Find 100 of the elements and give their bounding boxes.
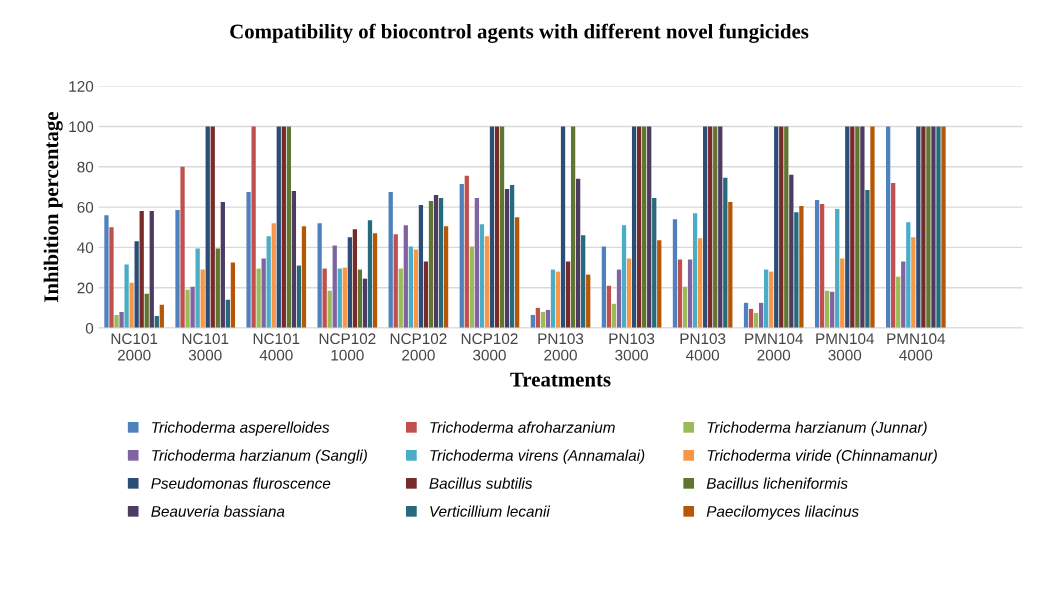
bar — [560, 126, 566, 329]
bar — [926, 126, 931, 329]
x-tick-label: NCP102 3000 — [461, 333, 518, 361]
bar — [936, 126, 941, 329]
bar — [921, 126, 926, 329]
bar — [850, 126, 855, 329]
bar — [896, 276, 901, 329]
x-tick-label: NCP102 1000 — [319, 333, 376, 361]
x-tick-label: NCP102 2000 — [390, 333, 447, 361]
bar — [601, 246, 607, 329]
bar — [129, 282, 134, 329]
bar — [499, 126, 505, 329]
bar — [408, 246, 413, 329]
bar — [855, 126, 860, 329]
bar — [774, 126, 779, 329]
bar — [504, 188, 510, 329]
bar — [825, 290, 830, 329]
legend-label: Pseudomonas fluroscence — [151, 477, 331, 489]
bar — [703, 126, 708, 329]
y-axis-title: Inhibition percentage — [43, 112, 63, 302]
bar — [200, 269, 205, 329]
bar — [576, 178, 581, 329]
bar — [256, 268, 261, 329]
bar — [555, 271, 561, 329]
y-tick-label: 120 — [69, 81, 94, 92]
bar — [301, 226, 307, 329]
bar — [180, 166, 185, 329]
bar — [474, 198, 480, 329]
y-tick-label: 80 — [77, 161, 94, 173]
bar — [322, 268, 327, 329]
bar — [271, 223, 276, 329]
y-tick-label: 100 — [69, 121, 94, 133]
bar — [494, 126, 500, 329]
bar — [124, 264, 129, 329]
x-tick-label: NC101 3000 — [182, 333, 229, 361]
bar — [459, 183, 464, 329]
bar — [484, 236, 490, 329]
bar — [230, 262, 236, 329]
bar — [286, 126, 291, 329]
x-tick-label: NC101 2000 — [111, 333, 158, 361]
bar — [642, 126, 647, 329]
bar — [403, 225, 408, 329]
bar — [205, 126, 210, 329]
bar — [220, 202, 225, 329]
bar — [697, 238, 703, 329]
bar — [652, 198, 657, 329]
chart-title: Compatibility of biocontrol agents with different novel fungicides — [230, 23, 809, 43]
bar — [814, 200, 820, 329]
bar — [327, 290, 332, 329]
x-axis-title: Treatments — [510, 372, 611, 387]
bar — [479, 224, 485, 329]
x-tick-label: PN103 3000 — [609, 333, 655, 361]
bar — [210, 126, 215, 329]
bar — [692, 213, 698, 329]
x-tick-label: PN103 4000 — [680, 333, 726, 361]
bar — [906, 222, 911, 329]
bar — [565, 261, 571, 329]
bar — [418, 205, 424, 329]
bar — [195, 248, 200, 329]
legend-label: Trichoderma viride (Chinnamanur) — [707, 449, 937, 464]
bar — [657, 240, 662, 329]
x-tick-label: NC101 4000 — [253, 333, 300, 361]
bar — [819, 204, 825, 329]
bar — [631, 126, 637, 329]
legend-label: Trichoderma harzianum (Junnar) — [707, 421, 927, 436]
bar — [509, 184, 515, 329]
bar — [469, 246, 474, 329]
bar — [393, 234, 398, 329]
legend-label: Bacillus licheniformis — [706, 477, 848, 489]
bar — [835, 209, 840, 329]
bar — [789, 174, 794, 329]
bar — [728, 202, 733, 329]
bar — [367, 220, 373, 329]
bar — [784, 126, 789, 329]
bar — [636, 126, 642, 329]
bar — [860, 126, 865, 329]
bar — [581, 235, 586, 329]
bar — [621, 225, 627, 329]
bar — [626, 258, 632, 329]
bar — [114, 314, 119, 329]
bar — [672, 219, 678, 329]
bar — [941, 126, 946, 329]
bar — [550, 269, 556, 329]
bar — [388, 191, 393, 329]
x-tick-label: PN103 2000 — [538, 333, 584, 361]
bar — [865, 189, 870, 329]
bar — [337, 268, 342, 329]
bar — [647, 126, 652, 329]
legend-label: Trichoderma asperelloides — [152, 421, 330, 436]
bar — [251, 126, 256, 329]
bar — [144, 293, 149, 329]
bar — [682, 286, 688, 329]
y-tick-label: 20 — [77, 282, 94, 294]
bar — [830, 291, 835, 329]
legend-label: Verticillium lecanii — [430, 505, 551, 517]
bar — [149, 211, 154, 329]
bar — [134, 241, 139, 329]
bar — [779, 126, 784, 329]
bar — [291, 190, 297, 329]
bar — [586, 274, 591, 329]
